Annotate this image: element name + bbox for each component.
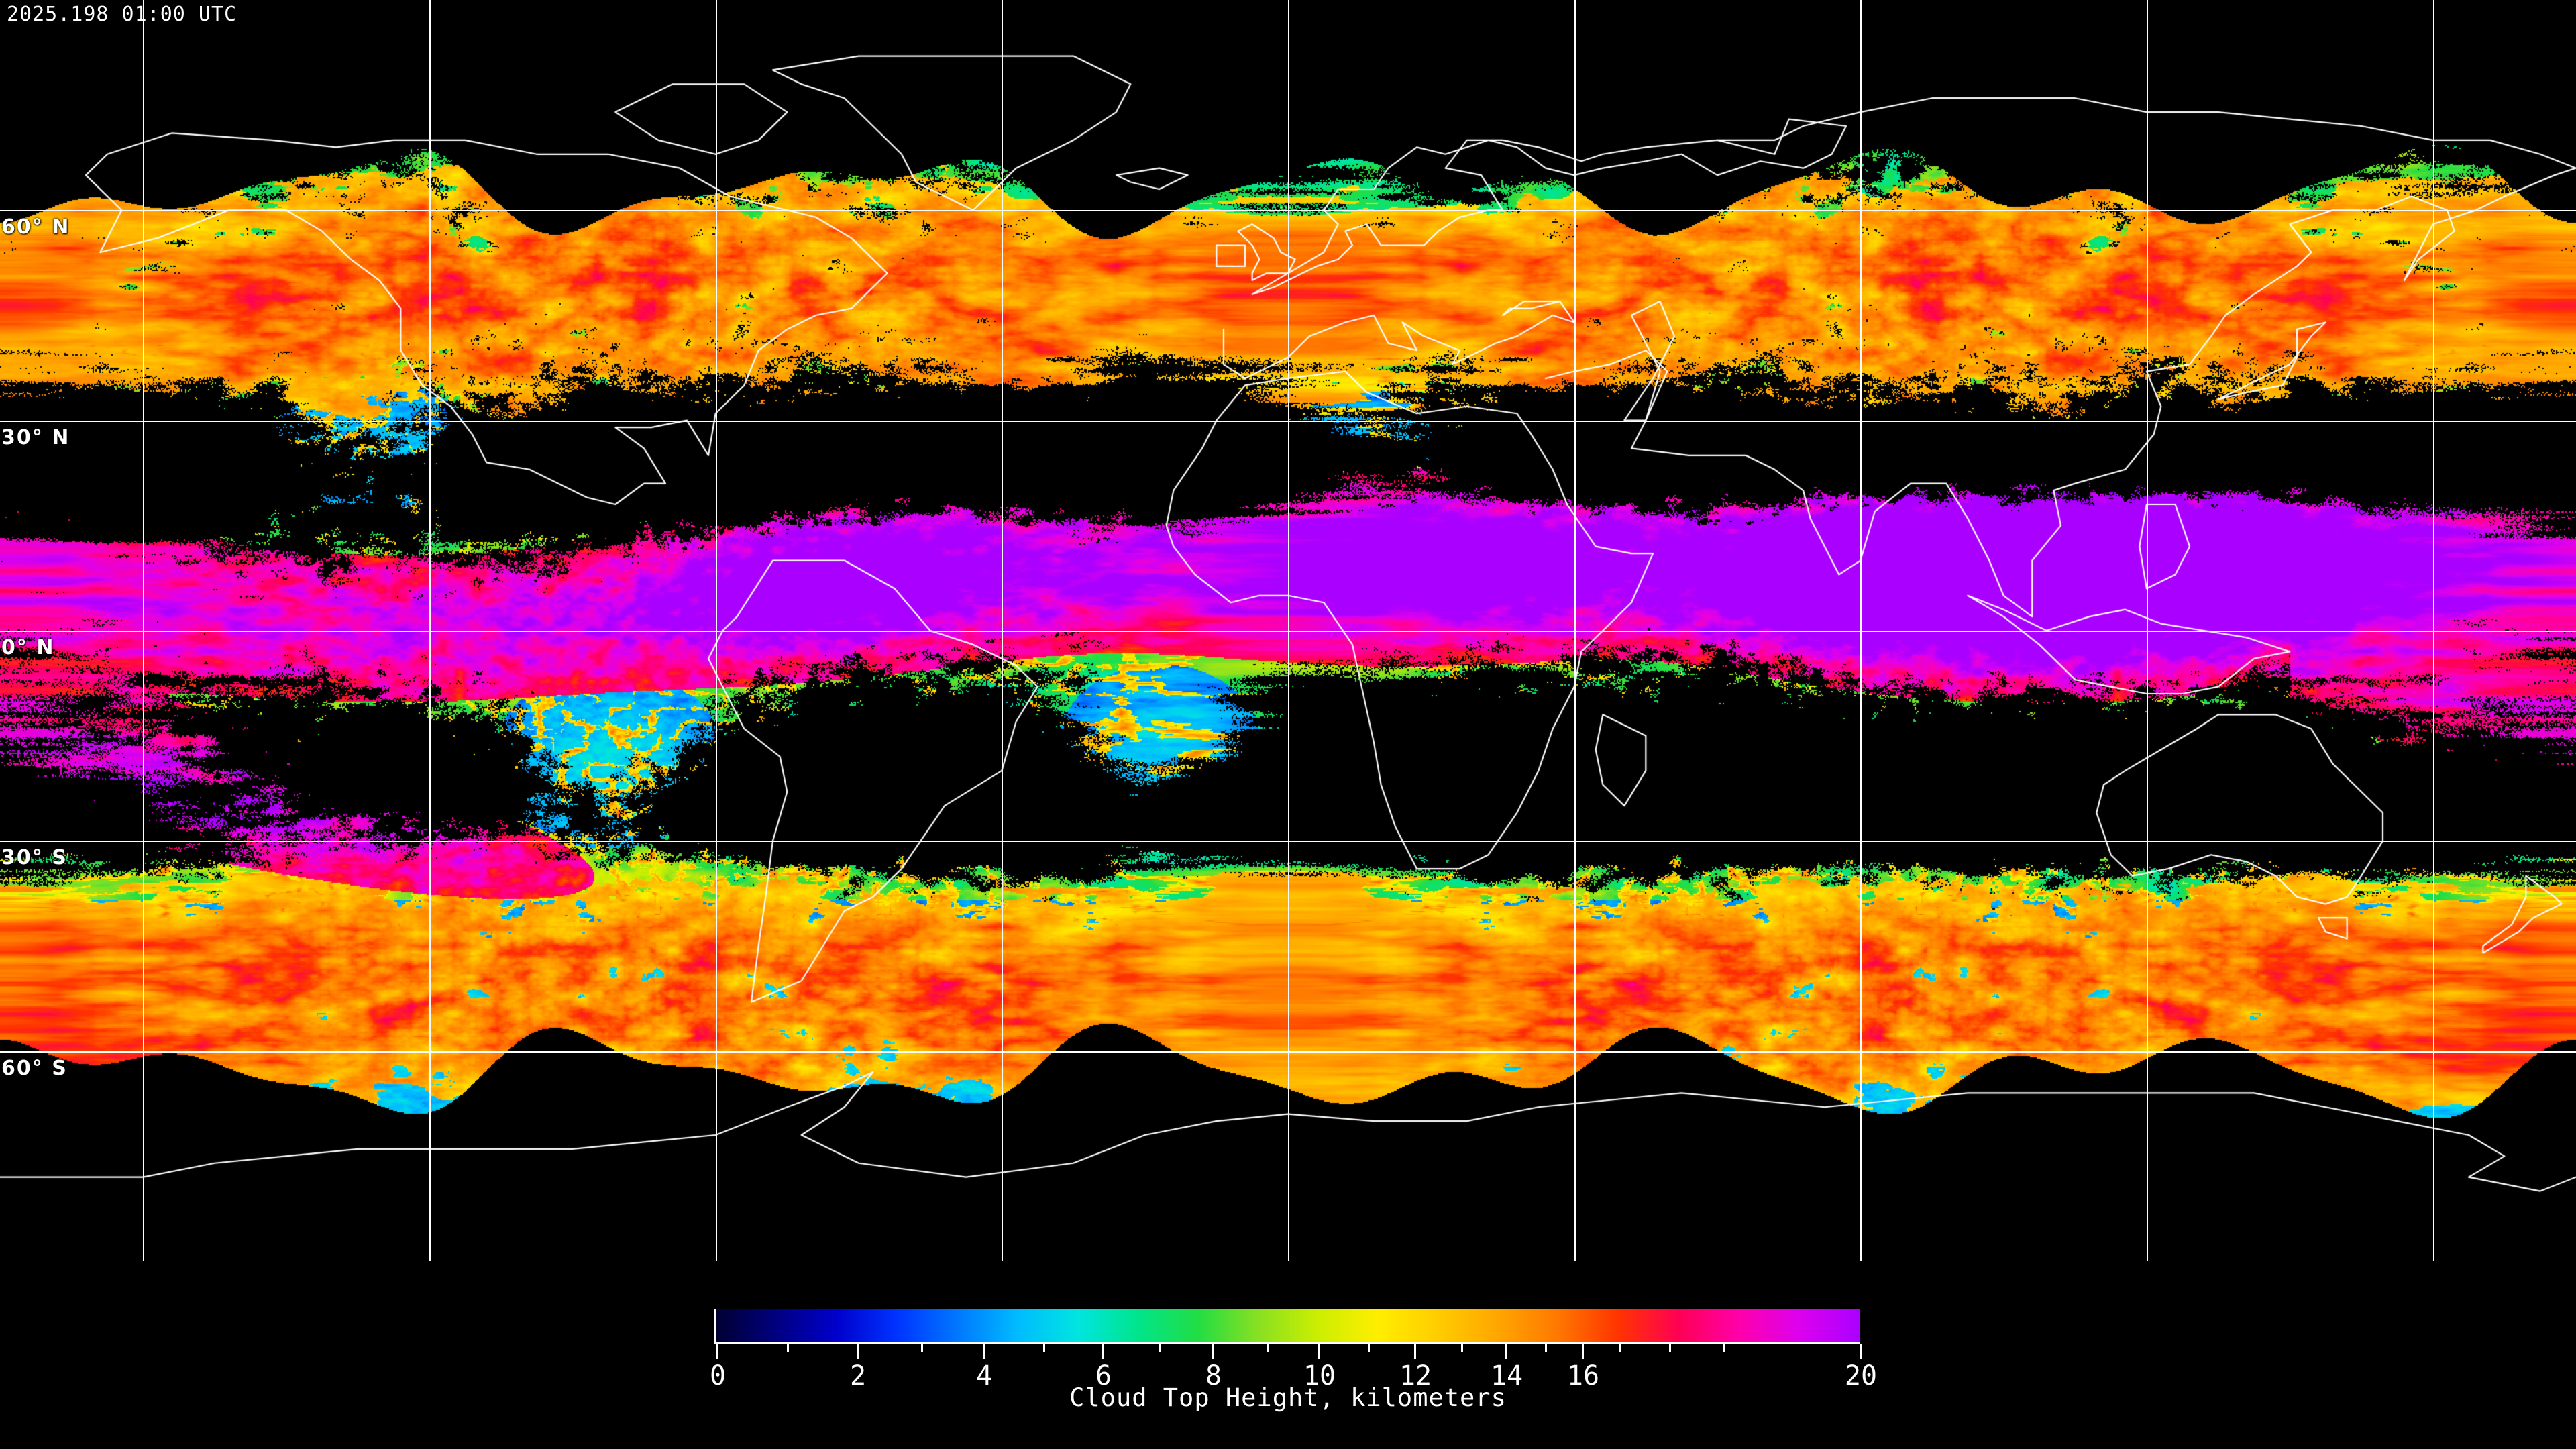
legend-panel: 0 2 4 6 8 10 12 14 16 20 Cloud Top Height, kilome… [0, 1261, 2576, 1449]
colorbar-tick-label: 16 [1566, 1360, 1600, 1391]
colorbar-minor-tick [1545, 1344, 1547, 1352]
global-map-panel[interactable]: 60° N 30° N 0° N 30° S 60° S 2025.198 01:00 … [0, 0, 2576, 1261]
colorbar-tick-label: 14 [1490, 1360, 1523, 1391]
colorbar-minor-tick [1368, 1344, 1370, 1352]
colorbar-major-tick [1318, 1344, 1320, 1359]
colorbar-tick-label: 20 [1844, 1360, 1878, 1391]
colorbar[interactable]: 0 2 4 6 8 10 12 14 16 20 [710, 1309, 1877, 1391]
colorbar-tick-label: 12 [1399, 1360, 1432, 1391]
colorbar-gradient [716, 1309, 1860, 1343]
colorbar-minor-tick [1043, 1344, 1045, 1352]
colorbar-caption: Cloud Top Height, kilometers [1069, 1383, 1507, 1412]
colorbar-minor-tick [787, 1344, 789, 1352]
colorbar-tick-label: 10 [1303, 1360, 1336, 1391]
colorbar-major-tick [1582, 1344, 1584, 1359]
colorbar-minor-tick [1723, 1344, 1725, 1352]
colorbar-minor-tick [1619, 1344, 1621, 1352]
colorbar-major-tick [1212, 1344, 1214, 1359]
colorbar-tick-label: 2 [849, 1360, 867, 1391]
colorbar-tick-label: 0 [709, 1360, 727, 1391]
colorbar-major-tick [1505, 1344, 1507, 1359]
colorbar-minor-tick [1669, 1344, 1671, 1352]
colorbar-tick-label: 4 [975, 1360, 993, 1391]
colorbar-minor-tick [1267, 1344, 1269, 1352]
timestamp-label: 2025.198 01:00 UTC [7, 3, 237, 26]
colorbar-tick-label: 8 [1205, 1360, 1222, 1391]
colorbar-major-tick [983, 1344, 985, 1359]
colorbar-major-tick [857, 1344, 859, 1359]
colorbar-tick-label: 6 [1095, 1360, 1112, 1391]
colorbar-minor-tick [921, 1344, 923, 1352]
colorbar-major-tick [1102, 1344, 1104, 1359]
coastline-overlay [0, 0, 2576, 1261]
colorbar-minor-tick [1461, 1344, 1463, 1352]
colorbar-major-tick [1414, 1344, 1416, 1359]
colorbar-minor-tick [1159, 1344, 1161, 1352]
colorbar-major-tick [716, 1344, 718, 1359]
colorbar-major-tick [1860, 1344, 1862, 1359]
